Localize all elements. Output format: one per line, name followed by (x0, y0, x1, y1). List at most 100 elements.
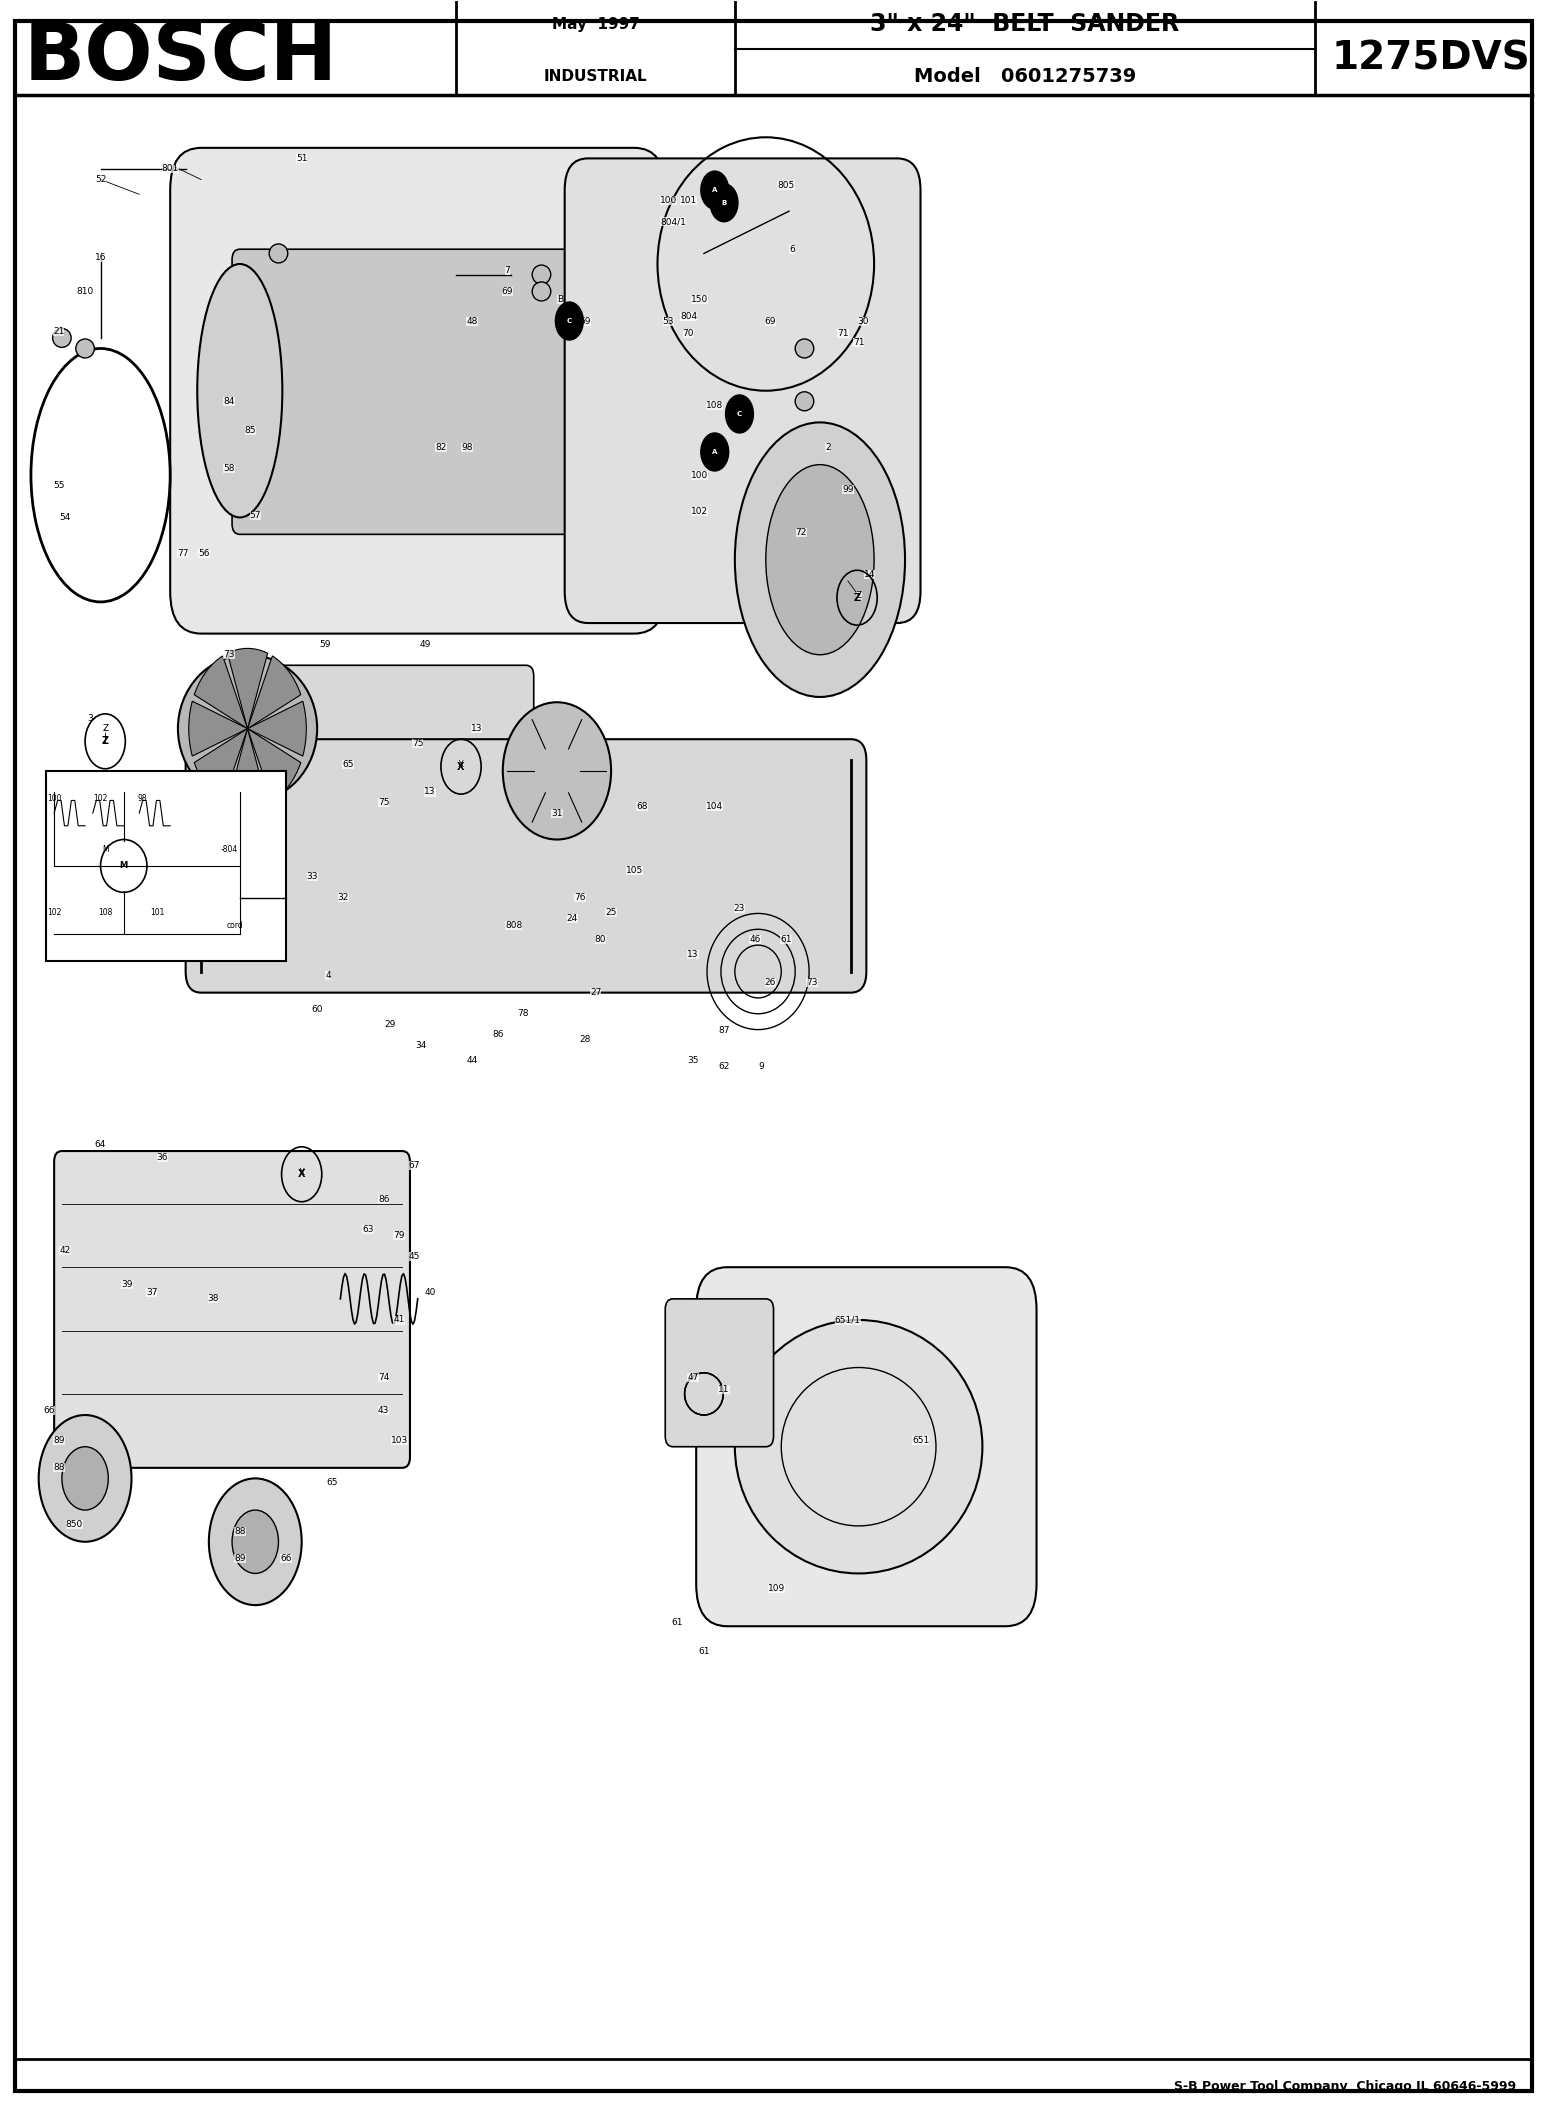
Text: 77: 77 (177, 549, 188, 558)
Text: 23: 23 (734, 904, 745, 912)
FancyBboxPatch shape (232, 249, 588, 534)
Wedge shape (227, 648, 268, 729)
Text: 49: 49 (420, 640, 431, 648)
Text: 32: 32 (338, 893, 349, 902)
Text: 44: 44 (467, 1056, 478, 1064)
Text: 74: 74 (378, 1373, 389, 1381)
Text: 41: 41 (394, 1316, 405, 1324)
Circle shape (555, 302, 584, 340)
Text: M: M (101, 845, 109, 853)
Text: 51: 51 (296, 154, 308, 163)
Text: 35: 35 (688, 1056, 699, 1064)
FancyBboxPatch shape (666, 1299, 773, 1447)
Text: 70: 70 (683, 329, 694, 338)
Text: 54: 54 (59, 513, 70, 522)
Text: 7: 7 (504, 266, 510, 275)
Text: X: X (299, 1168, 305, 1176)
Text: 850: 850 (65, 1521, 82, 1529)
Text: 84: 84 (223, 397, 235, 406)
Text: 98: 98 (462, 444, 473, 452)
Text: X: X (457, 762, 465, 771)
Text: 801: 801 (162, 165, 179, 173)
FancyBboxPatch shape (696, 1267, 1036, 1626)
Text: X: X (457, 760, 464, 769)
Text: 62: 62 (719, 1062, 730, 1071)
Text: B: B (720, 194, 727, 203)
Wedge shape (188, 701, 247, 756)
Text: X: X (297, 1170, 305, 1178)
Text: 808: 808 (506, 921, 523, 929)
Text: 42: 42 (59, 1246, 70, 1255)
Text: 86: 86 (378, 1195, 389, 1204)
Text: 66: 66 (44, 1407, 56, 1415)
Text: 64: 64 (95, 1140, 106, 1149)
Text: 13: 13 (471, 724, 482, 733)
Text: 3: 3 (87, 714, 93, 722)
Text: Z: Z (101, 737, 109, 746)
Text: 86: 86 (492, 1031, 504, 1039)
Text: 85: 85 (244, 427, 257, 435)
Wedge shape (194, 657, 247, 729)
Circle shape (700, 171, 728, 209)
Text: 24: 24 (566, 914, 577, 923)
Text: 73: 73 (806, 978, 818, 986)
Text: 25: 25 (605, 908, 616, 917)
Text: 14: 14 (864, 570, 874, 579)
Text: 76: 76 (574, 893, 587, 902)
Text: 804/1: 804/1 (660, 218, 686, 226)
Text: 45: 45 (409, 1252, 420, 1261)
Text: -804: -804 (221, 845, 238, 853)
Text: 69: 69 (764, 317, 776, 325)
Text: 11: 11 (719, 1385, 730, 1394)
Text: 31: 31 (551, 809, 563, 817)
Text: 102: 102 (691, 507, 708, 515)
Text: 67: 67 (409, 1162, 420, 1170)
Text: 72: 72 (795, 528, 808, 536)
Text: 61: 61 (780, 936, 792, 944)
Text: A: A (711, 182, 717, 190)
Text: 33: 33 (307, 872, 319, 881)
Ellipse shape (766, 465, 874, 655)
Text: 60: 60 (311, 1005, 324, 1014)
Text: 150: 150 (691, 296, 708, 304)
Text: 55: 55 (53, 482, 64, 490)
Text: C: C (736, 406, 742, 414)
Text: C: C (566, 319, 573, 323)
Text: 71: 71 (837, 329, 850, 338)
FancyBboxPatch shape (565, 158, 921, 623)
Ellipse shape (62, 1447, 109, 1510)
Text: 78: 78 (517, 1010, 529, 1018)
Ellipse shape (795, 338, 814, 357)
Text: 57: 57 (249, 511, 261, 520)
Text: A: A (713, 188, 717, 192)
Text: 101: 101 (151, 908, 165, 917)
Text: 66: 66 (280, 1554, 293, 1563)
Text: 38: 38 (209, 1295, 219, 1303)
Text: 89: 89 (233, 1554, 246, 1563)
Text: 63: 63 (363, 1225, 373, 1233)
Text: 1275DVS: 1275DVS (1332, 40, 1531, 76)
Ellipse shape (76, 338, 95, 357)
Text: 2: 2 (825, 444, 831, 452)
Text: 47: 47 (688, 1373, 699, 1381)
Circle shape (700, 433, 728, 471)
Text: 101: 101 (680, 196, 697, 205)
Text: May  1997: May 1997 (552, 17, 640, 32)
Text: 79: 79 (394, 1231, 405, 1240)
Text: C: C (738, 412, 742, 416)
Text: 804: 804 (680, 313, 697, 321)
Text: M: M (120, 862, 128, 870)
Text: 109: 109 (769, 1584, 786, 1592)
Text: 28: 28 (579, 1035, 590, 1043)
Text: 103: 103 (391, 1436, 408, 1445)
Text: 56: 56 (199, 549, 210, 558)
FancyBboxPatch shape (185, 739, 867, 993)
Text: 13: 13 (688, 950, 699, 959)
Bar (47, 771, 286, 961)
Text: 43: 43 (378, 1407, 389, 1415)
Ellipse shape (232, 1510, 279, 1573)
Text: 61: 61 (672, 1618, 683, 1626)
Text: INDUSTRIAL: INDUSTRIAL (543, 68, 647, 84)
FancyBboxPatch shape (170, 148, 666, 634)
Wedge shape (227, 729, 268, 809)
